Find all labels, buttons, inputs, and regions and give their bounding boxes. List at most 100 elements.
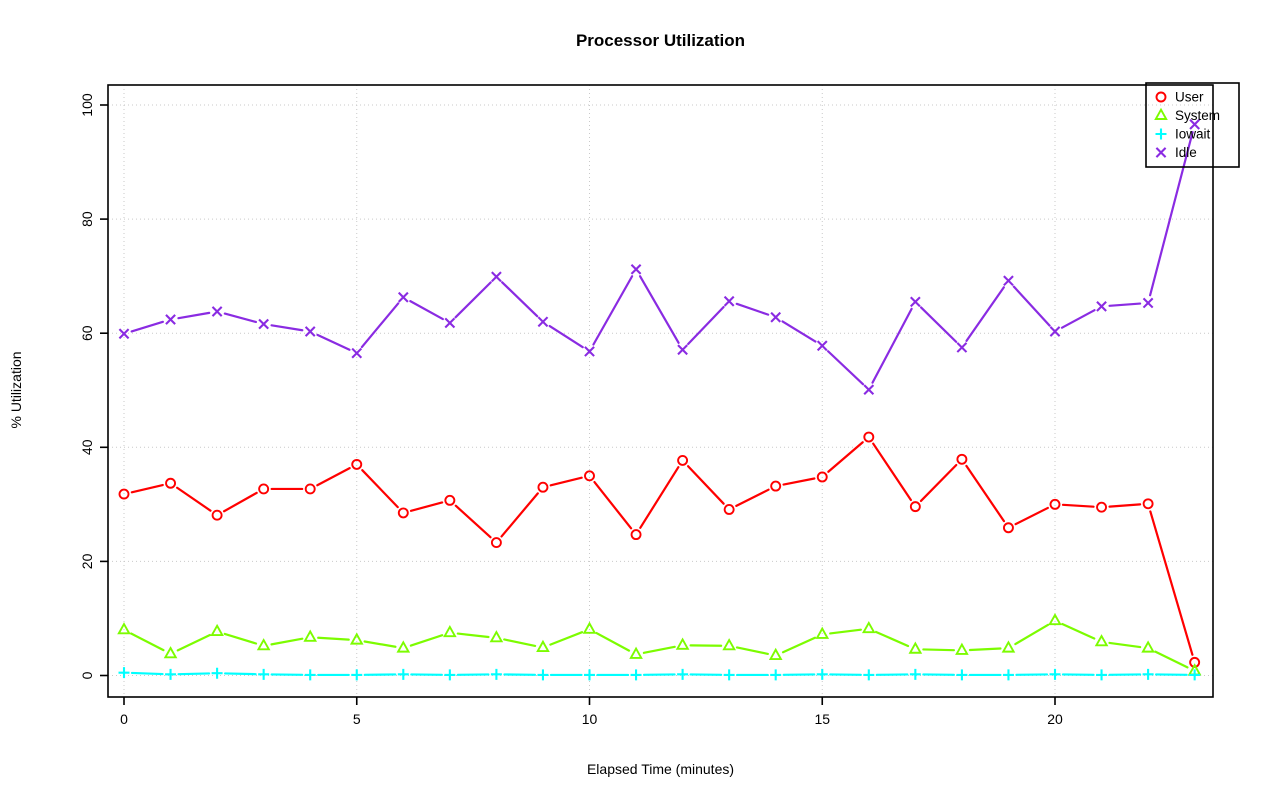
series-segment [176, 486, 212, 512]
series-iowait [118, 667, 1201, 681]
legend-label-idle: Idle [1175, 145, 1197, 160]
series-segment [223, 632, 258, 645]
y-tick-label: 60 [79, 325, 95, 341]
point-marker-x [1142, 297, 1154, 309]
point-marker-plus [770, 669, 782, 681]
point-marker-plus [397, 668, 409, 680]
legend-label-system: System [1175, 108, 1220, 123]
point-marker-triangle [256, 638, 271, 651]
point-marker-plus [304, 669, 316, 681]
point-marker-triangle [768, 647, 783, 660]
series-segment [409, 501, 444, 512]
point-marker-plus [490, 668, 502, 680]
point-marker-x [723, 295, 735, 307]
point-marker-x [211, 306, 223, 317]
point-marker-x [444, 317, 456, 329]
point-marker-circle [1003, 522, 1014, 534]
series-segment [1149, 510, 1194, 656]
legend-label-iowait: Iowait [1175, 127, 1211, 142]
series-segment [317, 636, 350, 641]
point-marker-plus [677, 668, 689, 680]
point-marker-x [537, 316, 549, 328]
series-segment [177, 672, 211, 676]
series-segment [1061, 622, 1096, 640]
series-segment [1060, 309, 1096, 329]
point-marker-triangle [396, 640, 411, 653]
point-marker-circle [584, 470, 595, 482]
series-segment [130, 632, 165, 652]
point-marker-plus [956, 669, 968, 681]
chart-title: Processor Utilization [575, 31, 746, 50]
point-marker-circle [397, 507, 409, 519]
point-marker-plus [1096, 669, 1108, 681]
series-segment [177, 311, 211, 320]
point-marker-triangle [210, 623, 224, 637]
point-marker-circle [723, 504, 735, 515]
series-segment [735, 646, 769, 656]
y-tick-label: 20 [79, 553, 95, 569]
series-segment [827, 441, 864, 473]
x-tick-label: 15 [814, 711, 830, 727]
point-marker-plus [584, 669, 595, 681]
series-segment [735, 488, 770, 507]
plot-frame [107, 84, 1214, 698]
point-marker-triangle [582, 621, 597, 634]
point-marker-plus [1049, 668, 1061, 680]
point-marker-plus [630, 669, 642, 681]
point-marker-x [1189, 119, 1200, 130]
point-marker-x [584, 346, 595, 357]
series-segment [638, 275, 680, 344]
point-marker-circle [770, 480, 782, 492]
point-marker-x [863, 384, 875, 396]
point-marker-circle [351, 458, 363, 470]
series-segment [919, 463, 958, 503]
point-marker-circle [677, 454, 689, 466]
point-marker-x [770, 311, 782, 323]
series-segment [1108, 302, 1142, 307]
point-marker-triangle [955, 642, 969, 655]
series-segment [639, 466, 680, 529]
series-segment [826, 350, 865, 386]
series-segment [735, 302, 770, 316]
point-marker-triangle [303, 629, 318, 642]
series-segment [1108, 503, 1142, 508]
legend-box [1145, 82, 1240, 168]
point-marker-triangle [489, 630, 504, 643]
series-segment [409, 634, 444, 647]
series-segment [316, 333, 351, 351]
point-marker-x [258, 318, 269, 330]
point-marker-circle [1155, 91, 1167, 103]
point-marker-plus [816, 668, 828, 680]
point-marker-circle [816, 471, 828, 483]
point-marker-x [304, 326, 316, 337]
point-marker-circle [1142, 498, 1154, 510]
series-segment [687, 305, 725, 346]
series-segment [363, 640, 397, 648]
series-segment [922, 648, 956, 652]
series-idle [118, 119, 1200, 396]
point-marker-circle [444, 494, 456, 506]
series-segment [548, 324, 584, 349]
y-tick-label: 80 [79, 211, 95, 227]
point-marker-triangle [1048, 612, 1062, 626]
series-segment [965, 464, 1006, 523]
point-marker-circle [537, 481, 549, 493]
series-segment [503, 638, 537, 648]
series-segment [593, 480, 633, 530]
point-marker-circle [490, 537, 502, 549]
series-system [117, 612, 1202, 676]
series-segment [1108, 641, 1142, 649]
point-marker-x [1096, 301, 1107, 312]
series-segment [500, 492, 539, 538]
series-segment [130, 671, 164, 676]
point-marker-x [1003, 275, 1014, 287]
y-tick-label: 0 [79, 671, 95, 679]
point-marker-plus [863, 669, 875, 681]
point-marker-x [118, 328, 130, 340]
series-segment [549, 476, 583, 487]
legend-label-user: User [1175, 90, 1204, 105]
point-marker-x [397, 291, 409, 303]
x-tick-label: 5 [353, 711, 361, 727]
point-marker-triangle [1154, 107, 1168, 120]
